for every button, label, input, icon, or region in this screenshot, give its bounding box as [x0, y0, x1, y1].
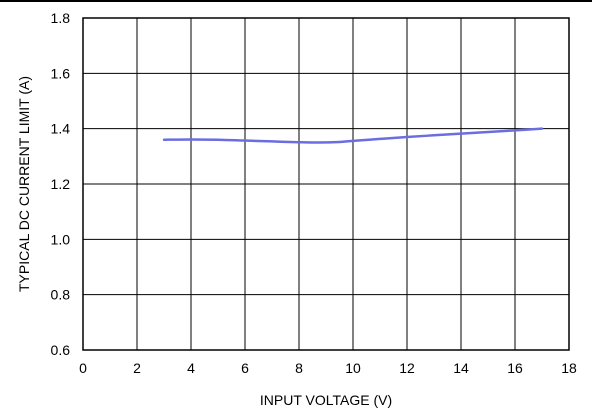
- y-tick-label: 0.8: [51, 287, 71, 303]
- x-tick-label: 16: [507, 360, 523, 376]
- y-tick-label: 1.0: [51, 231, 71, 247]
- y-tick-label: 1.2: [51, 176, 71, 192]
- y-axis-title: TYPICAL DC CURRENT LIMIT (A): [16, 76, 32, 292]
- x-tick-label: 14: [453, 360, 469, 376]
- top-rule: [0, 0, 592, 2]
- x-tick-label: 4: [187, 360, 195, 376]
- y-tick-label: 0.6: [51, 342, 71, 358]
- y-tick-label: 1.8: [51, 10, 71, 26]
- x-tick-label: 12: [399, 360, 415, 376]
- plot-frame: [82, 17, 570, 351]
- x-tick-label: 6: [241, 360, 249, 376]
- x-axis-title: INPUT VOLTAGE (V): [260, 392, 392, 408]
- series-line: [162, 127, 544, 144]
- x-tick-label: 10: [345, 360, 361, 376]
- x-tick-label: 18: [561, 360, 577, 376]
- x-tick-label: 8: [295, 360, 303, 376]
- x-tick-label: 2: [133, 360, 141, 376]
- x-tick-labels: 0 2 4 6 8 10 12 14 16 18: [79, 360, 577, 376]
- y-tick-label: 1.4: [51, 121, 71, 137]
- series-layer: [162, 127, 544, 144]
- y-tick-labels: 0.6 0.8 1.0 1.2 1.4 1.6 1.8: [51, 10, 71, 358]
- y-tick-label: 1.6: [51, 65, 71, 81]
- x-tick-label: 0: [79, 360, 87, 376]
